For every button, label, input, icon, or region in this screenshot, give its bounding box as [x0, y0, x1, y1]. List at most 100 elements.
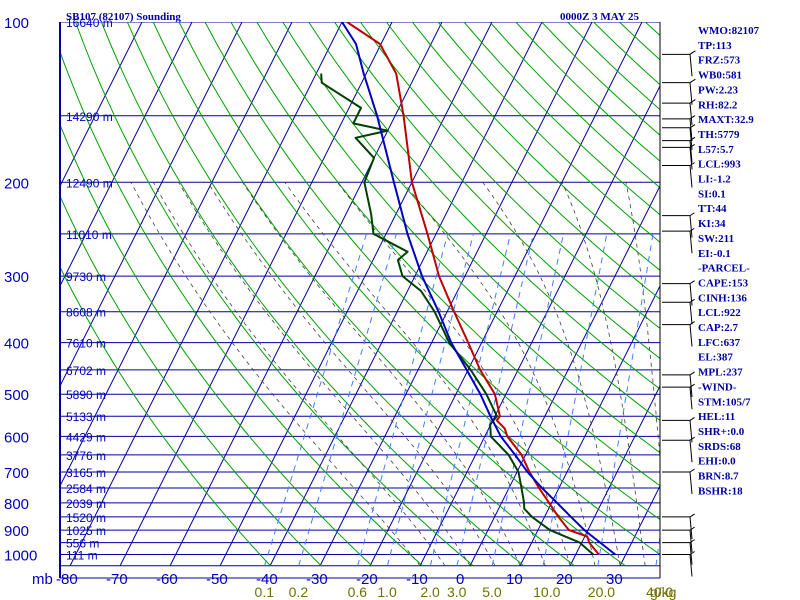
wind-barb-flag	[689, 371, 695, 376]
sounding-line	[341, 22, 616, 556]
isotherm-line	[69, 22, 343, 567]
moist-adiabat-line	[337, 182, 571, 566]
wind-barb-flag	[689, 383, 695, 388]
temperature-tick-label: -80	[56, 571, 78, 588]
dry-adiabat-line	[178, 22, 660, 556]
chart-title: SB107 (82107) Sounding	[66, 11, 181, 23]
wind-barb-flag	[689, 50, 696, 55]
moist-adiabat-line	[561, 182, 646, 566]
index-entry: TT:44	[698, 203, 727, 215]
isotherm-line	[119, 22, 393, 567]
dry-adiabat-line	[126, 22, 576, 567]
height-label: 4429 m	[66, 430, 106, 444]
mixing-ratio-line	[429, 233, 511, 566]
index-entry: RH:82.2	[698, 99, 738, 111]
sounding-line	[320, 73, 594, 556]
temperature-tick-label: -60	[156, 571, 178, 588]
background-lines	[60, 22, 660, 567]
pressure-tick-label: 500	[4, 387, 29, 404]
mixing-ratio-label: 40.0	[646, 584, 673, 600]
moist-adiabat-line	[152, 182, 446, 567]
wind-barb-flag	[689, 212, 695, 217]
index-entry: CAPE:153	[698, 277, 749, 289]
moist-adiabat-line	[625, 182, 660, 462]
dry-adiabat-line	[60, 50, 423, 567]
index-entry: -WIND-	[698, 381, 737, 393]
wind-barb-shaft	[689, 554, 693, 577]
wind-barb-shaft	[689, 103, 693, 126]
isotherm-line	[569, 384, 660, 567]
wind-barb-shaft	[689, 324, 693, 347]
mixing-ratio-line	[386, 233, 474, 566]
height-label: 1520 m	[66, 511, 106, 525]
isotherm-line	[60, 22, 143, 188]
index-entry: SHR+:0.0	[698, 426, 745, 438]
dry-adiabat-line	[230, 22, 660, 487]
dry-adiabat-line	[204, 22, 660, 521]
isotherm-line	[319, 22, 593, 567]
wind-barb-shaft	[689, 118, 693, 141]
wind-barb-flag	[689, 513, 695, 518]
index-entry: MPL:237	[698, 367, 743, 379]
isotherm-line	[369, 22, 643, 567]
wind-barb-flag	[689, 227, 695, 232]
wind-barb-flag	[689, 115, 696, 120]
isotherm-line	[269, 22, 543, 567]
wind-barb-flag	[689, 124, 696, 129]
temperature-tick-label: 10	[506, 571, 523, 588]
wind-barb-shaft	[689, 147, 693, 170]
dry-adiabat-line	[60, 123, 373, 567]
dry-adiabat-line	[359, 22, 660, 330]
mixing-ratio-line	[456, 233, 534, 566]
wind-barb-flag	[689, 321, 695, 325]
dry-adiabat-line	[385, 22, 660, 300]
index-entry: TP:113	[698, 40, 732, 52]
wind-barb-shaft	[689, 231, 693, 254]
pressure-tick-label: 1000	[4, 548, 37, 565]
wind-barb-flag	[689, 136, 696, 142]
isotherm-line	[419, 84, 660, 567]
mixing-ratio-label: 0.2	[289, 584, 309, 600]
isotherm-line	[169, 22, 443, 567]
wind-barb-shaft	[689, 302, 693, 325]
mixing-ratio-label: 2.0	[420, 584, 440, 600]
pressure-tick-label: 900	[4, 523, 29, 540]
wind-barb-flag	[689, 436, 695, 441]
moist-adiabat-line	[482, 182, 621, 566]
index-entry: WB0:581	[698, 70, 742, 82]
moist-adiabat-line	[130, 182, 421, 567]
height-label: 16640 m	[66, 16, 113, 30]
height-label: 5890 m	[66, 388, 106, 402]
wind-barb-flag	[689, 162, 695, 166]
dry-adiabat-line	[60, 265, 271, 567]
height-label: 9730 m	[66, 270, 106, 284]
mixing-ratio-label: 1.0	[377, 584, 397, 600]
index-entry: TH:5779	[698, 129, 740, 141]
wind-barb-flag	[689, 298, 695, 303]
isotherm-line	[60, 22, 193, 288]
wind-barb-shaft	[689, 82, 693, 105]
height-label: 7610 m	[66, 337, 106, 351]
temperature-axis-labels: -80 -70 -60 -50 -40 -30 -20 -10 0 10 20 30	[56, 571, 623, 588]
wind-barb-shaft	[689, 165, 693, 188]
pressure-tick-label: 300	[4, 269, 29, 286]
index-entry: SRDS:68	[698, 441, 741, 453]
wind-barb-flag	[689, 539, 695, 544]
height-label: 2039 m	[66, 497, 106, 511]
temperature-tick-label: 0	[456, 571, 464, 588]
moist-adiabat-line	[242, 182, 521, 566]
height-label: 3165 m	[66, 466, 106, 480]
mixing-ratio-label: 10.0	[533, 584, 560, 600]
index-entry: FRZ:573	[698, 55, 741, 67]
height-label: 6702 m	[66, 364, 106, 378]
wind-barb-shaft	[689, 387, 693, 410]
wind-barb-shaft	[689, 140, 693, 163]
isotherm-line	[60, 22, 293, 488]
mixing-ratio-line	[298, 233, 397, 566]
height-label: 5133 m	[66, 410, 106, 424]
wind-barb-shaft	[689, 440, 693, 463]
height-label: 11010 m	[66, 228, 112, 242]
pressure-tick-label: 800	[4, 496, 29, 513]
isotherm-line	[519, 284, 660, 567]
